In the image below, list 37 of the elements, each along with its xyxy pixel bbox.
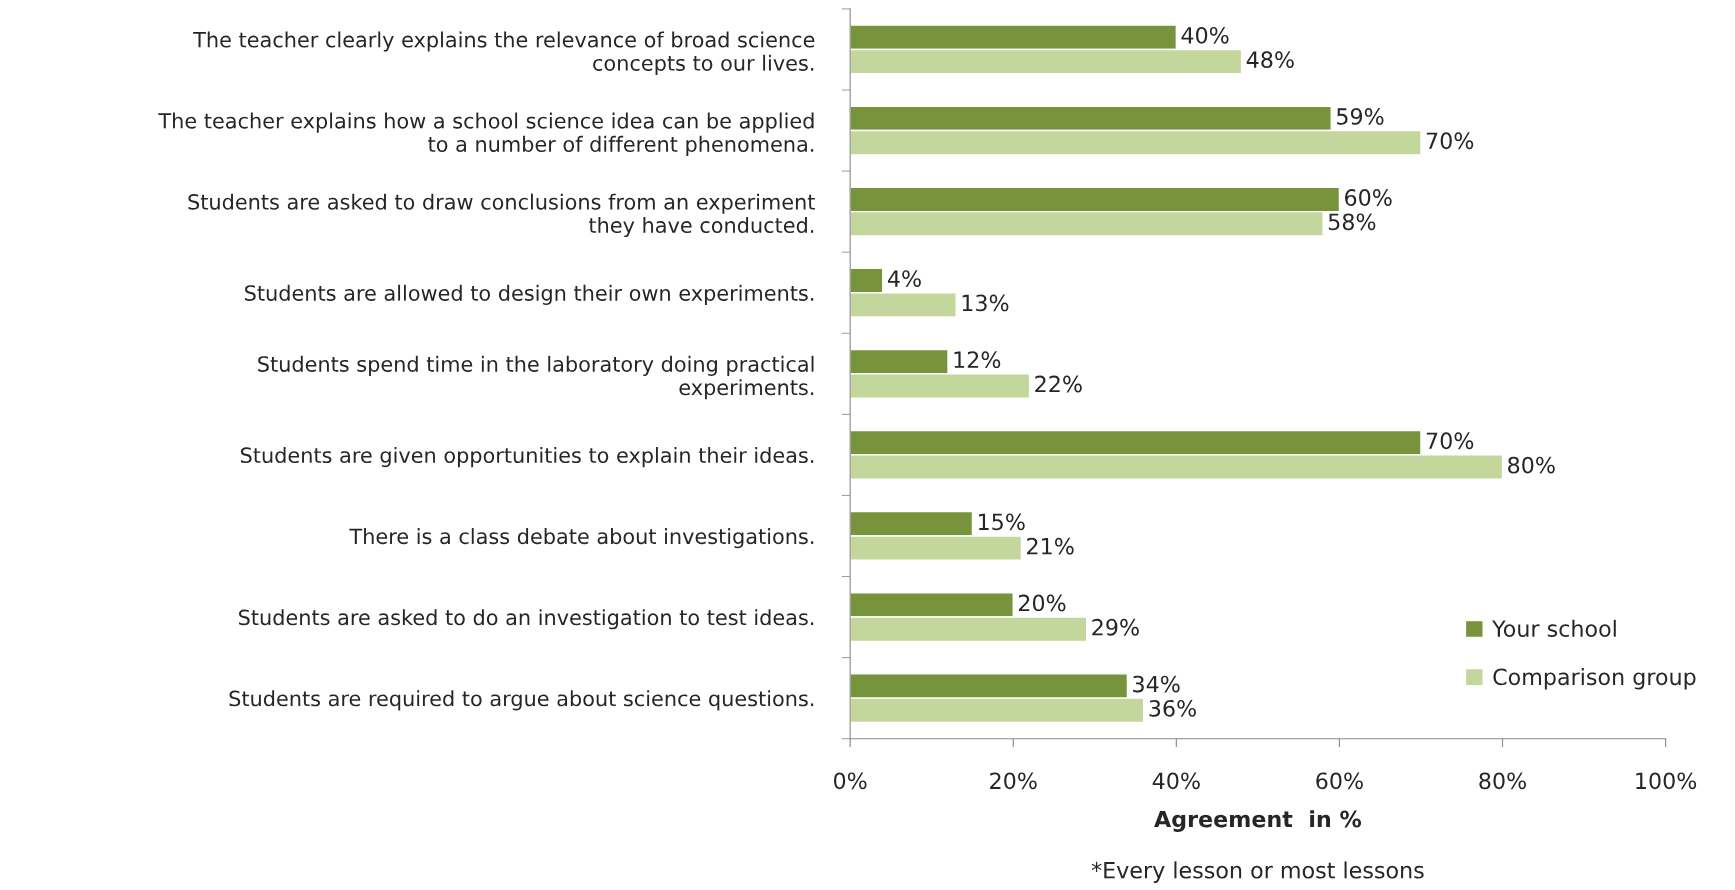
x-tick-label: 60% xyxy=(1316,772,1363,790)
x-tick-label: 40% xyxy=(1152,772,1200,790)
data-label: 34% xyxy=(1133,675,1180,693)
x-tick-label: 80% xyxy=(1479,772,1526,790)
x-tick-label: 100% xyxy=(1636,772,1697,790)
data-label: 20% xyxy=(1018,594,1066,612)
data-label: 48% xyxy=(1246,51,1294,69)
x-axis-title: Agreement in % xyxy=(1154,810,1362,832)
y-tick-label: There is a class debate about investigations. xyxy=(349,528,814,549)
legend-label: Comparison group xyxy=(1493,668,1696,690)
y-tick-label: Students are given opportunities to explain their ideas. xyxy=(240,446,814,468)
y-tick-label: The teacher clearly explains the relevance of broad science concepts to our lives. xyxy=(193,31,815,75)
y-tick-label: The teacher explains how a school science idea can be applied to a number of different phenomena. xyxy=(158,112,814,157)
legend-label: Your school xyxy=(1492,619,1616,638)
data-label: 70% xyxy=(1426,132,1474,150)
data-label: 21% xyxy=(1027,537,1074,555)
x-tick-label: 0% xyxy=(833,772,867,790)
data-label: 29% xyxy=(1092,618,1139,636)
y-tick-label: Students are allowed to design their own experiments. xyxy=(245,284,814,305)
data-label: 15% xyxy=(978,513,1025,531)
data-label: 22% xyxy=(1035,375,1082,393)
x-tick-label: 20% xyxy=(990,772,1037,790)
data-label: 4% xyxy=(887,270,921,287)
data-label: 12% xyxy=(954,351,1001,369)
data-label: 80% xyxy=(1508,456,1555,474)
data-label: 70% xyxy=(1426,432,1474,450)
data-label: 13% xyxy=(962,294,1009,312)
data-label: 36% xyxy=(1149,699,1196,717)
data-label: 40% xyxy=(1181,26,1229,44)
data-label: 59% xyxy=(1337,108,1384,125)
data-label: 58% xyxy=(1328,213,1376,231)
y-tick-label: Students are required to argue about science questions. xyxy=(229,690,814,711)
y-tick-label: Students are asked to draw conclusions from an experiment they have conducted. xyxy=(188,193,815,238)
y-tick-label: Students spend time in the laboratory doing practical experiments. xyxy=(258,355,814,400)
y-tick-label: Students are asked to do an investigation to test ideas. xyxy=(238,609,814,630)
text: *Every lesson or most lessons xyxy=(1091,861,1424,883)
data-label: 60% xyxy=(1345,189,1392,206)
